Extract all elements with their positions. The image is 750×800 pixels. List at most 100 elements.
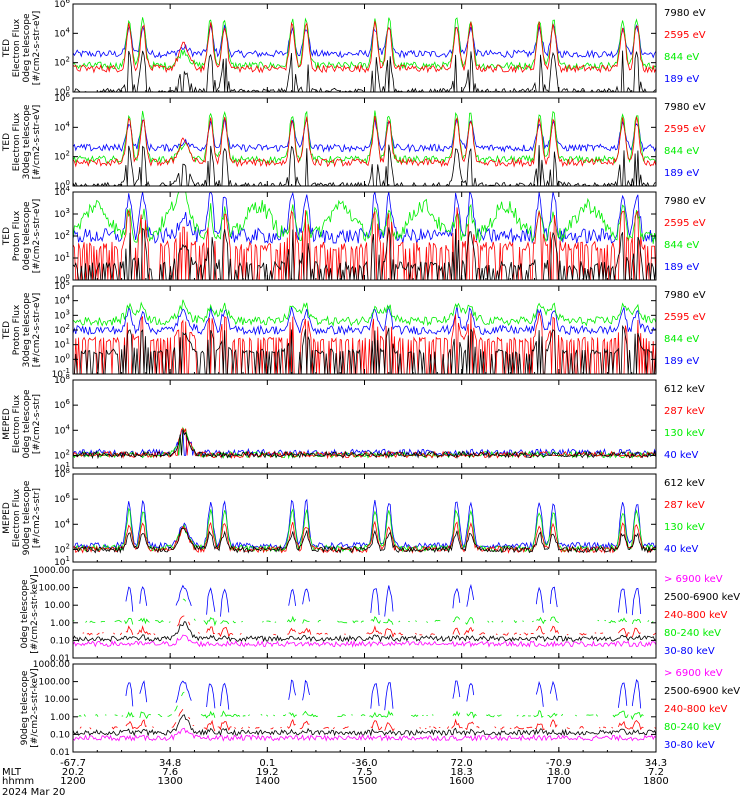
legend-entry: 30-80 keV xyxy=(664,740,715,751)
y-tick-label: 106 xyxy=(54,0,70,10)
y-tick-label: 100 xyxy=(54,352,70,365)
legend-entry: 2595 eV xyxy=(664,312,706,323)
legend-entry: 80-240 keV xyxy=(664,628,721,639)
panel-1: 100 102 104 106 TED Electron Flux 0deg telesco… xyxy=(2,0,706,98)
series-line-287-kev xyxy=(73,520,656,554)
series-line-189-ev xyxy=(73,192,656,245)
x-row-label: hhmm xyxy=(2,776,34,787)
series-line-844-ev xyxy=(73,110,656,165)
y-tick-label: 104 xyxy=(54,120,70,133)
series-line-844-ev xyxy=(73,17,656,71)
legend-entry: 80-240 keV xyxy=(664,722,721,733)
y-tick-label: 100 xyxy=(54,85,70,98)
x-tick-label: 18.3 xyxy=(451,767,473,778)
x-tick-label: 72.0 xyxy=(451,758,473,769)
x-tick-label: 7.6 xyxy=(162,767,178,778)
x-tick-label: 34.8 xyxy=(159,758,181,769)
series-line-189-ev xyxy=(73,305,656,336)
legend-entry: 844 eV xyxy=(664,334,699,345)
y-axis-label: Electron Flux xyxy=(12,394,22,453)
legend-entry: 2595 eV xyxy=(664,30,706,41)
series-line-2595-ev xyxy=(73,21,656,74)
y-tick-label: 100.00 xyxy=(39,584,71,594)
y-axis-label: 90deg telescope xyxy=(20,670,30,745)
legend-entry: 287 keV xyxy=(664,500,705,511)
y-tick-label: 102 xyxy=(54,323,70,336)
y-axis-label: 0deg telescope xyxy=(22,389,32,459)
x-tick-label: 34.3 xyxy=(645,758,667,769)
x-tick-label: 1800 xyxy=(643,776,668,787)
series-line-189-ev xyxy=(73,116,656,153)
y-axis-label: Proton Flux xyxy=(12,210,22,261)
legend-entry: 844 eV xyxy=(664,240,699,251)
y-tick-label: 101 xyxy=(54,251,70,264)
x-tick-label: 1700 xyxy=(546,776,571,787)
y-tick-label: 1.00 xyxy=(50,713,70,723)
series-line-844-ev xyxy=(73,192,656,244)
y-tick-label: 100 xyxy=(54,273,70,286)
y-axis-label: Proton Flux xyxy=(12,304,22,355)
series-line-844-ev xyxy=(73,299,656,327)
y-tick-label: 102 xyxy=(54,542,70,555)
legend-entry: 612 keV xyxy=(664,384,705,395)
legend-entry: 40 keV xyxy=(664,544,698,555)
y-axis-label: TED xyxy=(2,227,12,246)
x-tick-label: 1400 xyxy=(255,776,280,787)
y-axis-label: [#/cm2-s-str-keV] xyxy=(30,668,40,747)
legend-entry: 612 keV xyxy=(664,478,705,489)
series-line-130-kev xyxy=(73,426,656,460)
legend-entry: 2595 eV xyxy=(664,218,706,229)
y-axis-label: 90deg telescope xyxy=(22,480,32,555)
y-axis-label: 0deg telescope xyxy=(22,201,32,271)
y-tick-label: 101 xyxy=(54,555,70,568)
x-tick-label: 7.5 xyxy=(357,767,373,778)
series-line-612-kev xyxy=(73,528,656,554)
y-tick-label: 104 xyxy=(54,185,70,198)
legend-entry: > 6900 keV xyxy=(664,668,723,679)
legend-entry: 189 eV xyxy=(664,168,699,179)
legend-entry: 240-800 keV xyxy=(664,610,728,621)
y-axis-label: Electron Flux xyxy=(12,488,22,547)
y-axis-label: [#/cm2-s-str-keV] xyxy=(30,574,40,653)
legend-entry: 844 eV xyxy=(664,146,699,157)
legend-entry: 240-800 keV xyxy=(664,704,728,715)
y-axis-label: [#/cm2-s-str] xyxy=(32,488,42,548)
y-tick-label: 100.00 xyxy=(39,678,71,688)
series-line-30-80-kev xyxy=(125,583,642,617)
y-tick-label: 103 xyxy=(54,308,70,321)
y-axis-label: 0deg telescope xyxy=(22,13,32,83)
y-axis-label: [#/cm2-s-str-eV] xyxy=(32,199,42,274)
y-tick-label: 104 xyxy=(54,423,70,436)
x-tick-label: 7.2 xyxy=(648,767,664,778)
series-line-2595-ev xyxy=(73,115,656,168)
y-axis-label: TED xyxy=(2,321,12,340)
y-tick-label: 102 xyxy=(54,448,70,461)
series-line--6900-kev xyxy=(73,634,656,648)
y-axis-label: [#/cm2-s-str-eV] xyxy=(32,11,42,86)
panel-frame xyxy=(72,3,657,93)
y-axis-label: MEPED xyxy=(2,502,12,534)
series-line-80-240-kev xyxy=(79,692,654,719)
legend-entry: 2500-6900 keV xyxy=(664,686,740,697)
legend-entry: 7980 eV xyxy=(664,8,706,19)
series-line-40-kev xyxy=(73,430,656,457)
y-axis-label: [#/cm2-s-str] xyxy=(32,394,42,454)
series-line-2595-ev xyxy=(73,312,656,374)
x-tick-label: 1200 xyxy=(60,776,85,787)
y-tick-label: 106 xyxy=(54,492,70,505)
x-tick-label: 19.2 xyxy=(256,767,278,778)
y-tick-label: 101 xyxy=(54,338,70,351)
y-tick-label: 100 xyxy=(54,179,70,192)
y-tick-label: 1000.00 xyxy=(33,660,70,670)
legend-entry: 7980 eV xyxy=(664,196,706,207)
x-tick-label: -67.7 xyxy=(60,758,86,769)
y-axis-label: 30deg telescope xyxy=(22,104,32,179)
y-tick-label: 1000.00 xyxy=(33,566,70,576)
x-tick-label: 18.0 xyxy=(548,767,570,778)
legend-entry: 287 keV xyxy=(664,406,705,417)
y-axis-label: Electron Flux xyxy=(12,18,22,77)
y-axis-label: 30deg telescope xyxy=(22,292,32,367)
